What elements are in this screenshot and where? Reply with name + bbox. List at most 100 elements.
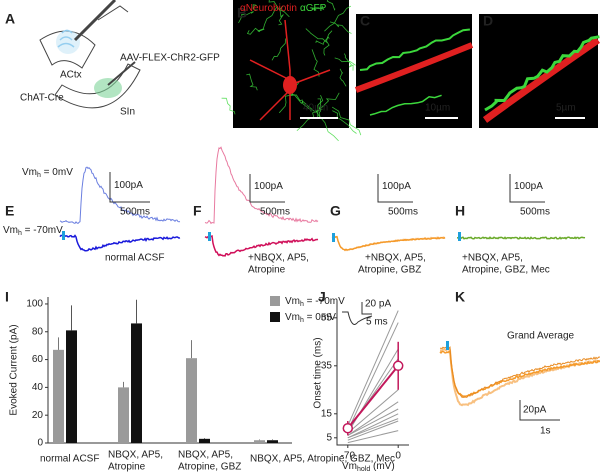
region-label: SIn xyxy=(120,107,135,118)
y-tick-label: 55 xyxy=(321,312,333,323)
text-part: Vm xyxy=(285,296,300,307)
y-tick-label: 35 xyxy=(321,360,333,371)
scale-label: 500ms xyxy=(260,207,290,218)
scale-bar xyxy=(109,172,150,203)
y-axis-label: Evoked Current (pA) xyxy=(9,324,20,415)
legend-swatch xyxy=(270,312,280,322)
bar xyxy=(254,440,265,443)
x-tick-label: Atropine xyxy=(108,462,146,473)
panel-label: G xyxy=(330,203,341,219)
legend-label: Vmh = -70mV xyxy=(285,296,345,308)
schematic xyxy=(39,0,141,109)
fiber xyxy=(311,49,320,77)
x-tick-label: normal ACSF xyxy=(40,454,99,465)
text-part: Vm xyxy=(22,167,37,178)
y-tick-label: 0 xyxy=(37,438,43,449)
region-label: ACtx xyxy=(60,70,82,81)
fiber xyxy=(246,73,258,91)
scale-label: 500ms xyxy=(520,207,550,218)
fiber xyxy=(484,35,600,112)
scale-bar xyxy=(249,174,285,203)
trace xyxy=(59,234,181,252)
text-part: = -70mV xyxy=(304,296,345,307)
fiber xyxy=(311,5,325,11)
panel-label: D xyxy=(483,13,493,29)
stimulus xyxy=(332,233,335,242)
cell-line xyxy=(347,310,399,427)
mean-point xyxy=(342,422,354,434)
fiber xyxy=(315,36,330,45)
micrograph xyxy=(233,0,349,128)
fiber xyxy=(329,21,352,34)
y-axis-label: Onset time (ms) xyxy=(313,337,324,408)
y-tick-label: 40 xyxy=(32,382,44,393)
y-tick-label: 80 xyxy=(32,326,44,337)
fiber xyxy=(290,94,312,112)
scale-label: 1s xyxy=(540,426,551,437)
scale-label: 100pA xyxy=(514,181,543,192)
scale-label: 500ms xyxy=(120,207,150,218)
fiber xyxy=(314,109,339,142)
stain-label: αNeurobiotin αGFP xyxy=(240,3,327,14)
fiber xyxy=(331,106,362,136)
cell-line xyxy=(347,420,399,441)
mean-line xyxy=(347,365,399,429)
fiber xyxy=(305,28,328,43)
text-part: = 0mV xyxy=(41,167,73,178)
scale-label: 10µm xyxy=(425,103,450,114)
x-tick-label: 0 xyxy=(395,451,401,462)
condition-label: Atropine, GBZ, Mec xyxy=(462,265,550,276)
condition-label: +NBQX, AP5, xyxy=(365,253,426,264)
stimulus xyxy=(458,232,461,241)
condition-label: Atropine xyxy=(248,265,286,276)
trace xyxy=(439,350,600,398)
text-part: = -70mV xyxy=(22,225,63,236)
holding-label: Vmh = 0mV xyxy=(22,167,73,179)
scale-bar xyxy=(361,302,372,315)
fiber xyxy=(359,28,471,71)
dendrite xyxy=(354,42,474,93)
bar xyxy=(186,358,197,443)
fiber xyxy=(314,92,340,114)
stain-green: αGFP xyxy=(300,3,327,14)
y-tick-label: 15 xyxy=(321,408,333,419)
mean-point xyxy=(392,360,404,372)
fiber xyxy=(326,0,336,11)
trace xyxy=(456,236,586,240)
cell-line xyxy=(347,413,399,439)
scale-label: 100pA xyxy=(114,180,143,191)
y-tick-label: 5 xyxy=(326,432,332,443)
x-tick-label: NBQX, AP5, Atropine, GBZ, Mec xyxy=(250,454,395,465)
condition-label: +NBQX, AP5, xyxy=(462,253,523,264)
scale-label: 500ms xyxy=(388,207,418,218)
holding-label: Vmh = -70mV xyxy=(3,225,63,237)
chart-title: Grand Average xyxy=(507,331,575,342)
fiber xyxy=(221,97,236,115)
inset-trace xyxy=(342,311,373,325)
x-tick-label: NBQX, AP5, xyxy=(178,450,233,461)
panel-label: E xyxy=(5,203,14,219)
trace xyxy=(204,146,319,225)
fiber xyxy=(268,0,290,18)
axis xyxy=(47,297,292,444)
scale-bar xyxy=(377,174,413,203)
x-tick-label: Atropine, GBZ xyxy=(178,462,241,473)
text-part: = 0mV xyxy=(304,312,336,323)
mouse-label: ChAT-Cre xyxy=(20,93,64,104)
text-part: h xyxy=(300,301,304,308)
scale-label: 20pA xyxy=(523,405,547,416)
scale-label: 5µm xyxy=(556,103,576,114)
text-part: h xyxy=(300,317,304,324)
text-part: hold xyxy=(357,466,370,473)
fiber xyxy=(339,68,347,87)
cell-line xyxy=(347,389,399,434)
scale-label: 40µm xyxy=(303,103,328,114)
axis xyxy=(336,301,409,446)
trace xyxy=(204,235,319,257)
bar xyxy=(267,440,278,443)
neuron xyxy=(249,19,331,121)
scale-label: 100pA xyxy=(382,181,411,192)
bar xyxy=(118,387,129,443)
cell-line xyxy=(347,322,399,431)
